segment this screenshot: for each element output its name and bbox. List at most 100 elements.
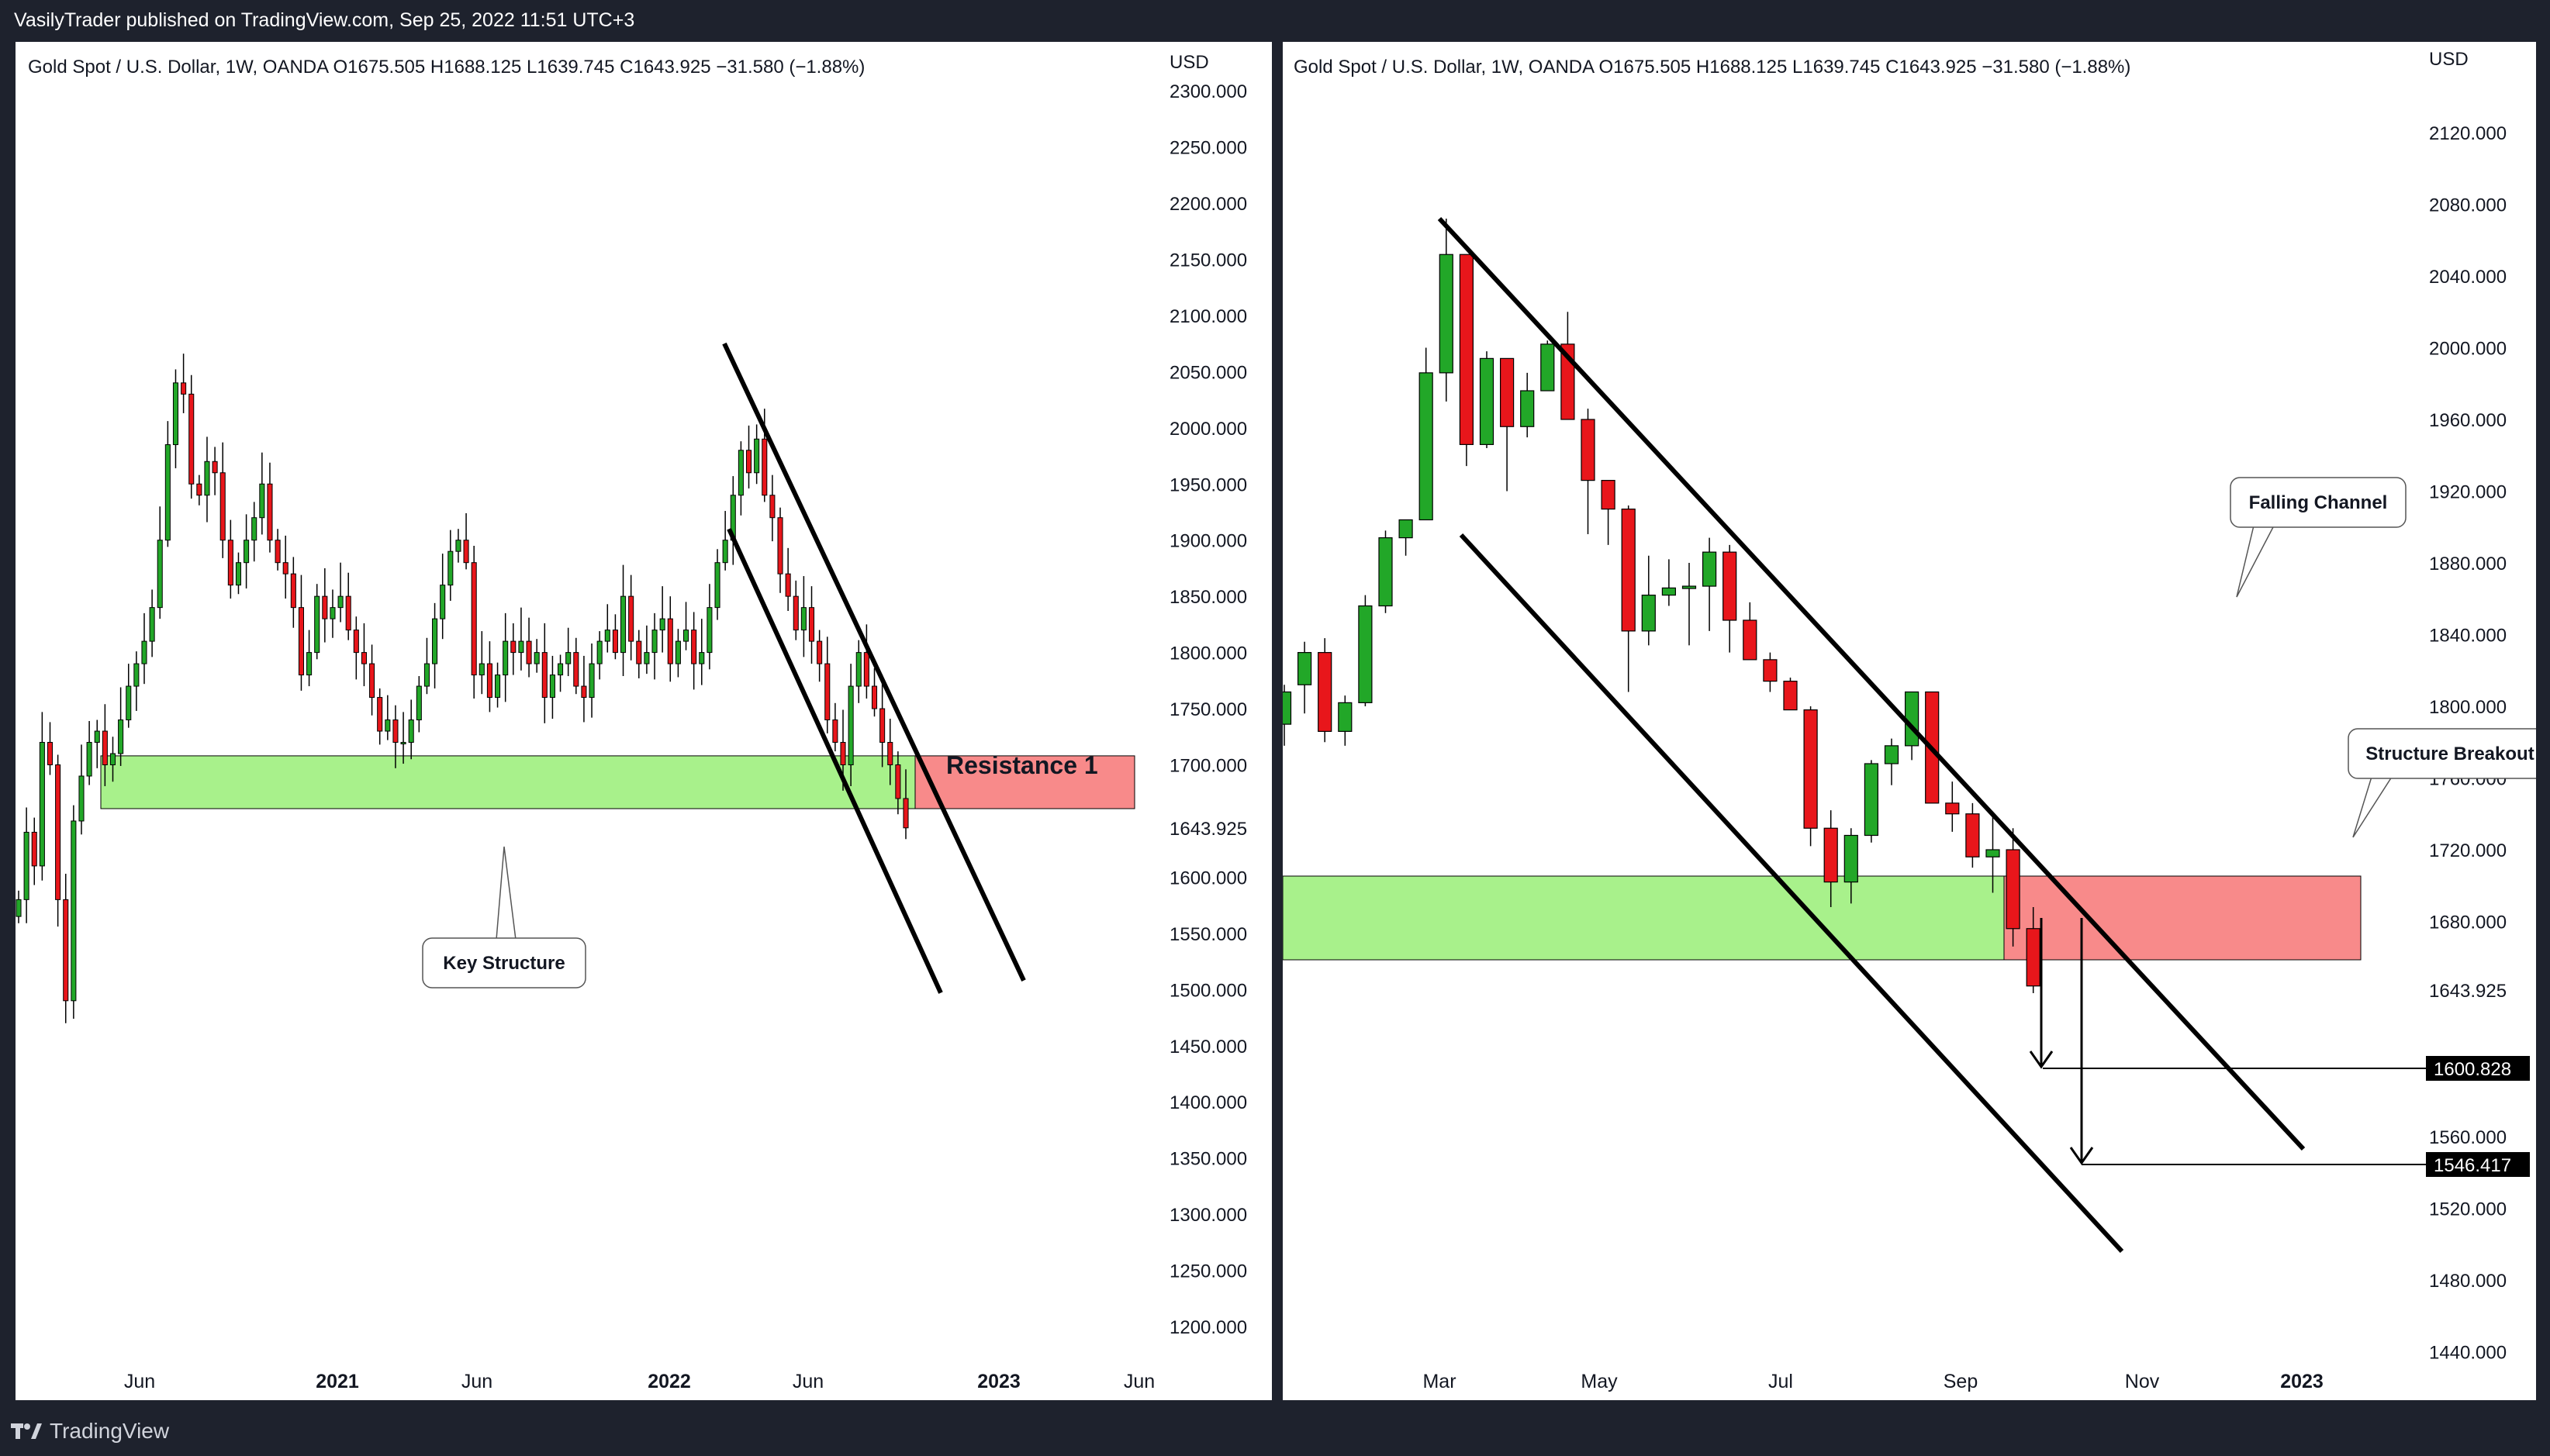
y-tick-label: 1350.000 [1170,1149,1247,1170]
candle-body [808,607,815,642]
structure-breakout-callout-text: Structure Breakout [2365,744,2534,764]
y-tick-label: 2080.000 [2429,195,2507,216]
candle-body [2026,928,2040,987]
candle-body [345,595,351,631]
candle-body [400,742,406,745]
candle-body [769,495,776,519]
candle-body [558,663,564,676]
publish-bar: VasilyTrader published on TradingView.co… [0,0,2550,40]
candle-body [1702,551,1717,587]
candle-body [691,630,697,664]
candle-body [651,630,658,654]
y-tick-label: 1920.000 [2429,482,2507,503]
candle-body [636,640,642,664]
candle-body [1722,551,1737,621]
right-chart-svg[interactable]: 2120.000 2080.000 2040.000 2000.000 1960.000… [1277,42,2550,1400]
candle-body [612,630,618,654]
y-tick-label: 1250.000 [1170,1261,1247,1282]
candle-body [23,831,29,900]
key-structure-callout[interactable]: Key Structure [422,846,586,988]
candle-body [141,640,147,664]
key-structure-callout-text: Key Structure [443,953,565,974]
candle-body [1500,357,1515,427]
structure-breakout-callout[interactable]: Structure Breakout [2348,728,2550,838]
currency-label: USD [1170,52,1209,73]
y-tick-label: 1440.000 [2429,1343,2507,1364]
candle-body [762,438,768,496]
y-tick-label: 1520.000 [2429,1199,2507,1220]
x-tick-label: Nov [2125,1371,2160,1392]
candle-body [227,540,233,586]
publish-info: VasilyTrader published on TradingView.co… [14,9,635,31]
candle-body [824,663,831,721]
candle-body [1843,834,1858,883]
candle-body [361,652,367,664]
candle-body [1459,254,1474,445]
candle-body [738,450,744,496]
target-arrow-2-head [2069,1147,2094,1165]
footer-logo[interactable]: TradingView [11,1419,169,1444]
left-chart-panel[interactable]: 2300.000 2250.000 2200.000 2150.000 2100.000… [16,42,1272,1400]
candle-body [423,663,430,687]
candle-body [565,652,572,664]
candle-body [667,618,673,664]
candle-body [628,595,634,642]
candle-body [47,742,54,766]
y-tick-label: 2000.000 [1170,419,1247,440]
y-tick-label: 1850.000 [1170,587,1247,608]
left-chart-svg[interactable]: 2300.000 2250.000 2200.000 2150.000 2100.000… [16,42,1272,1400]
candle-body [754,438,760,474]
candle-body [549,675,555,699]
y-tick-label: 2040.000 [2429,267,2507,288]
candle-body [416,685,422,721]
y-tick-label: 2050.000 [1170,362,1247,383]
candle-body [1641,595,1656,632]
candle-body [102,730,108,766]
candle-body [219,472,226,541]
candle-body [408,719,414,744]
y-tick-label: 2200.000 [1170,194,1247,215]
right-chart-panel[interactable]: 2120.000 2080.000 2040.000 2000.000 1960.000… [1277,42,2550,1400]
candle-body [1763,659,1778,682]
x-tick-label: May [1581,1371,1618,1392]
candle-body [63,899,69,1002]
candle-body [848,685,854,766]
footer-bar: TradingView [0,1411,2550,1456]
y-tick-label: 1560.000 [2429,1127,2507,1148]
candle-body [392,719,399,744]
candle-body [503,640,509,676]
footer-brand: TradingView [50,1419,170,1443]
candle-body [1743,619,1757,661]
candle-body [714,562,720,609]
candle-body [298,607,304,676]
candle-body [16,899,22,917]
candle-body [1297,652,1312,685]
falling-channel-callout-tail [2236,525,2275,598]
candle-body [581,685,587,699]
y-tick-label: 2120.000 [2429,123,2507,144]
tradingview-logo-icon [11,1423,42,1439]
candle-body [314,595,320,654]
y-tick-label: 1680.000 [2429,913,2507,933]
candle-body [863,652,869,687]
candle-body [1945,802,1960,815]
falling-channel-callout[interactable]: Falling Channel [2230,477,2407,598]
candle-body [55,764,61,900]
candle-body [541,652,548,699]
candle-body [1277,691,1292,725]
candle-body [322,595,328,619]
x-tick-label: Jun [793,1371,824,1392]
candle-body [71,820,77,1002]
candle-body [1398,519,1413,539]
candle-body [306,652,313,676]
candle-body [455,540,461,552]
candle-body [259,483,265,519]
y-tick-label: 1800.000 [2429,697,2507,718]
candle-body [282,562,289,574]
y-tick-label: 1550.000 [1170,924,1247,945]
key-structure-callout-tail [496,846,517,940]
candle-body [1783,681,1798,711]
candle-body [817,640,823,664]
x-tick-label: 2023 [977,1371,1021,1392]
y-tick-label: 1880.000 [2429,554,2507,574]
